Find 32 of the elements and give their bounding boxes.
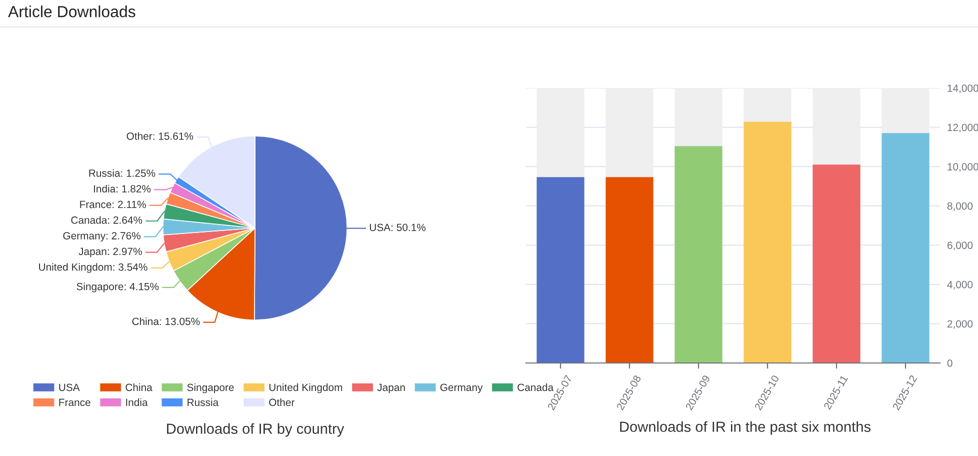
data-label: United Kingdom: 3.54% bbox=[39, 263, 148, 273]
y-tick-label: 8,000 bbox=[947, 202, 973, 211]
data-label: France: 2.11% bbox=[80, 200, 146, 208]
text: Downloads of IR by country bbox=[167, 423, 344, 437]
legend-label: USA bbox=[59, 384, 80, 392]
y-tick-label: 14,000 bbox=[948, 84, 978, 94]
legend-label: Other bbox=[269, 398, 294, 406]
text: Downloads of IR in the past six months bbox=[620, 421, 871, 435]
y-tick-label: 6,000 bbox=[947, 242, 973, 250]
data-label: Other: 15.61% bbox=[126, 132, 194, 140]
y-tick-label: 10,000 bbox=[948, 163, 978, 172]
legend-label: Singapore bbox=[187, 383, 234, 394]
data-label: Canada: 2.64% bbox=[71, 216, 142, 224]
y-tick-label: 2,000 bbox=[947, 320, 973, 329]
legend-label: United Kingdom bbox=[269, 383, 342, 394]
text: Article Downloads bbox=[8, 6, 136, 18]
data-label: China: 13.05% bbox=[132, 317, 200, 326]
data-label: India: 1.82% bbox=[94, 184, 151, 192]
legend-label: China bbox=[126, 383, 152, 392]
legend-label: India bbox=[126, 398, 148, 406]
legend-label: Germany bbox=[440, 384, 483, 394]
y-tick-label: 12,000 bbox=[948, 124, 978, 132]
y-tick-label: 0 bbox=[947, 360, 952, 367]
data-label: Russia: 1.25% bbox=[89, 169, 156, 177]
data-label: USA: 50.1% bbox=[370, 224, 426, 232]
data-label: Germany: 2.76% bbox=[63, 232, 140, 242]
data-label: Singapore: 4.15% bbox=[76, 282, 159, 292]
legend-label: France bbox=[59, 398, 90, 406]
data-label: Japan: 2.97% bbox=[78, 248, 142, 258]
y-tick-label: 4,000 bbox=[947, 280, 973, 290]
legend-label: Japan bbox=[377, 384, 405, 394]
legend-label: Russia bbox=[188, 398, 219, 406]
